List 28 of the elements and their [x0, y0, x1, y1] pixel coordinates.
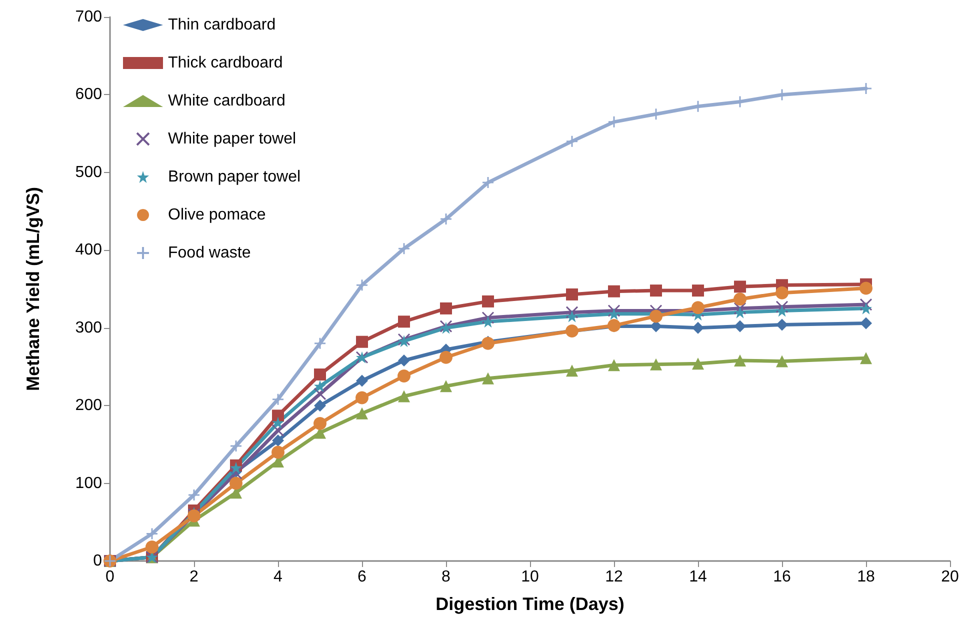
x-tick-label: 16 [773, 568, 791, 586]
y-axis-title: Methane Yield (mL/gVS) [23, 186, 43, 392]
y-tick-label: 500 [75, 164, 102, 181]
legend-label: Thick cardboard [168, 54, 283, 72]
y-tick-label: 400 [75, 242, 102, 259]
y-tick-label: 300 [75, 319, 102, 336]
x-tick-label: 0 [106, 568, 115, 586]
legend-label: Food waste [168, 244, 251, 262]
x-tick-label: 10 [521, 568, 539, 586]
x-tick-label: 14 [689, 568, 707, 586]
legend-label: White paper towel [168, 130, 296, 148]
legend-label: Thin cardboard [168, 16, 276, 34]
legend-label: Olive pomace [168, 206, 266, 224]
x-tick-label: 20 [941, 568, 959, 586]
x-tick-label: 12 [605, 568, 623, 586]
y-tick-label: 600 [75, 86, 102, 104]
x-tick-label: 18 [857, 568, 875, 586]
legend-label: Brown paper towel [168, 168, 301, 186]
legend-label: White cardboard [168, 92, 286, 110]
y-tick-label: 100 [75, 474, 102, 492]
y-tick-label: 200 [75, 397, 102, 414]
x-tick-label: 2 [190, 568, 199, 586]
y-tick-label: 700 [75, 8, 102, 26]
x-tick-label: 4 [274, 568, 283, 586]
x-tick-label: 6 [358, 568, 367, 586]
x-axis-title: Digestion Time (Days) [436, 594, 624, 614]
x-tick-label: 8 [442, 568, 451, 586]
y-tick-label: 0 [93, 552, 102, 570]
